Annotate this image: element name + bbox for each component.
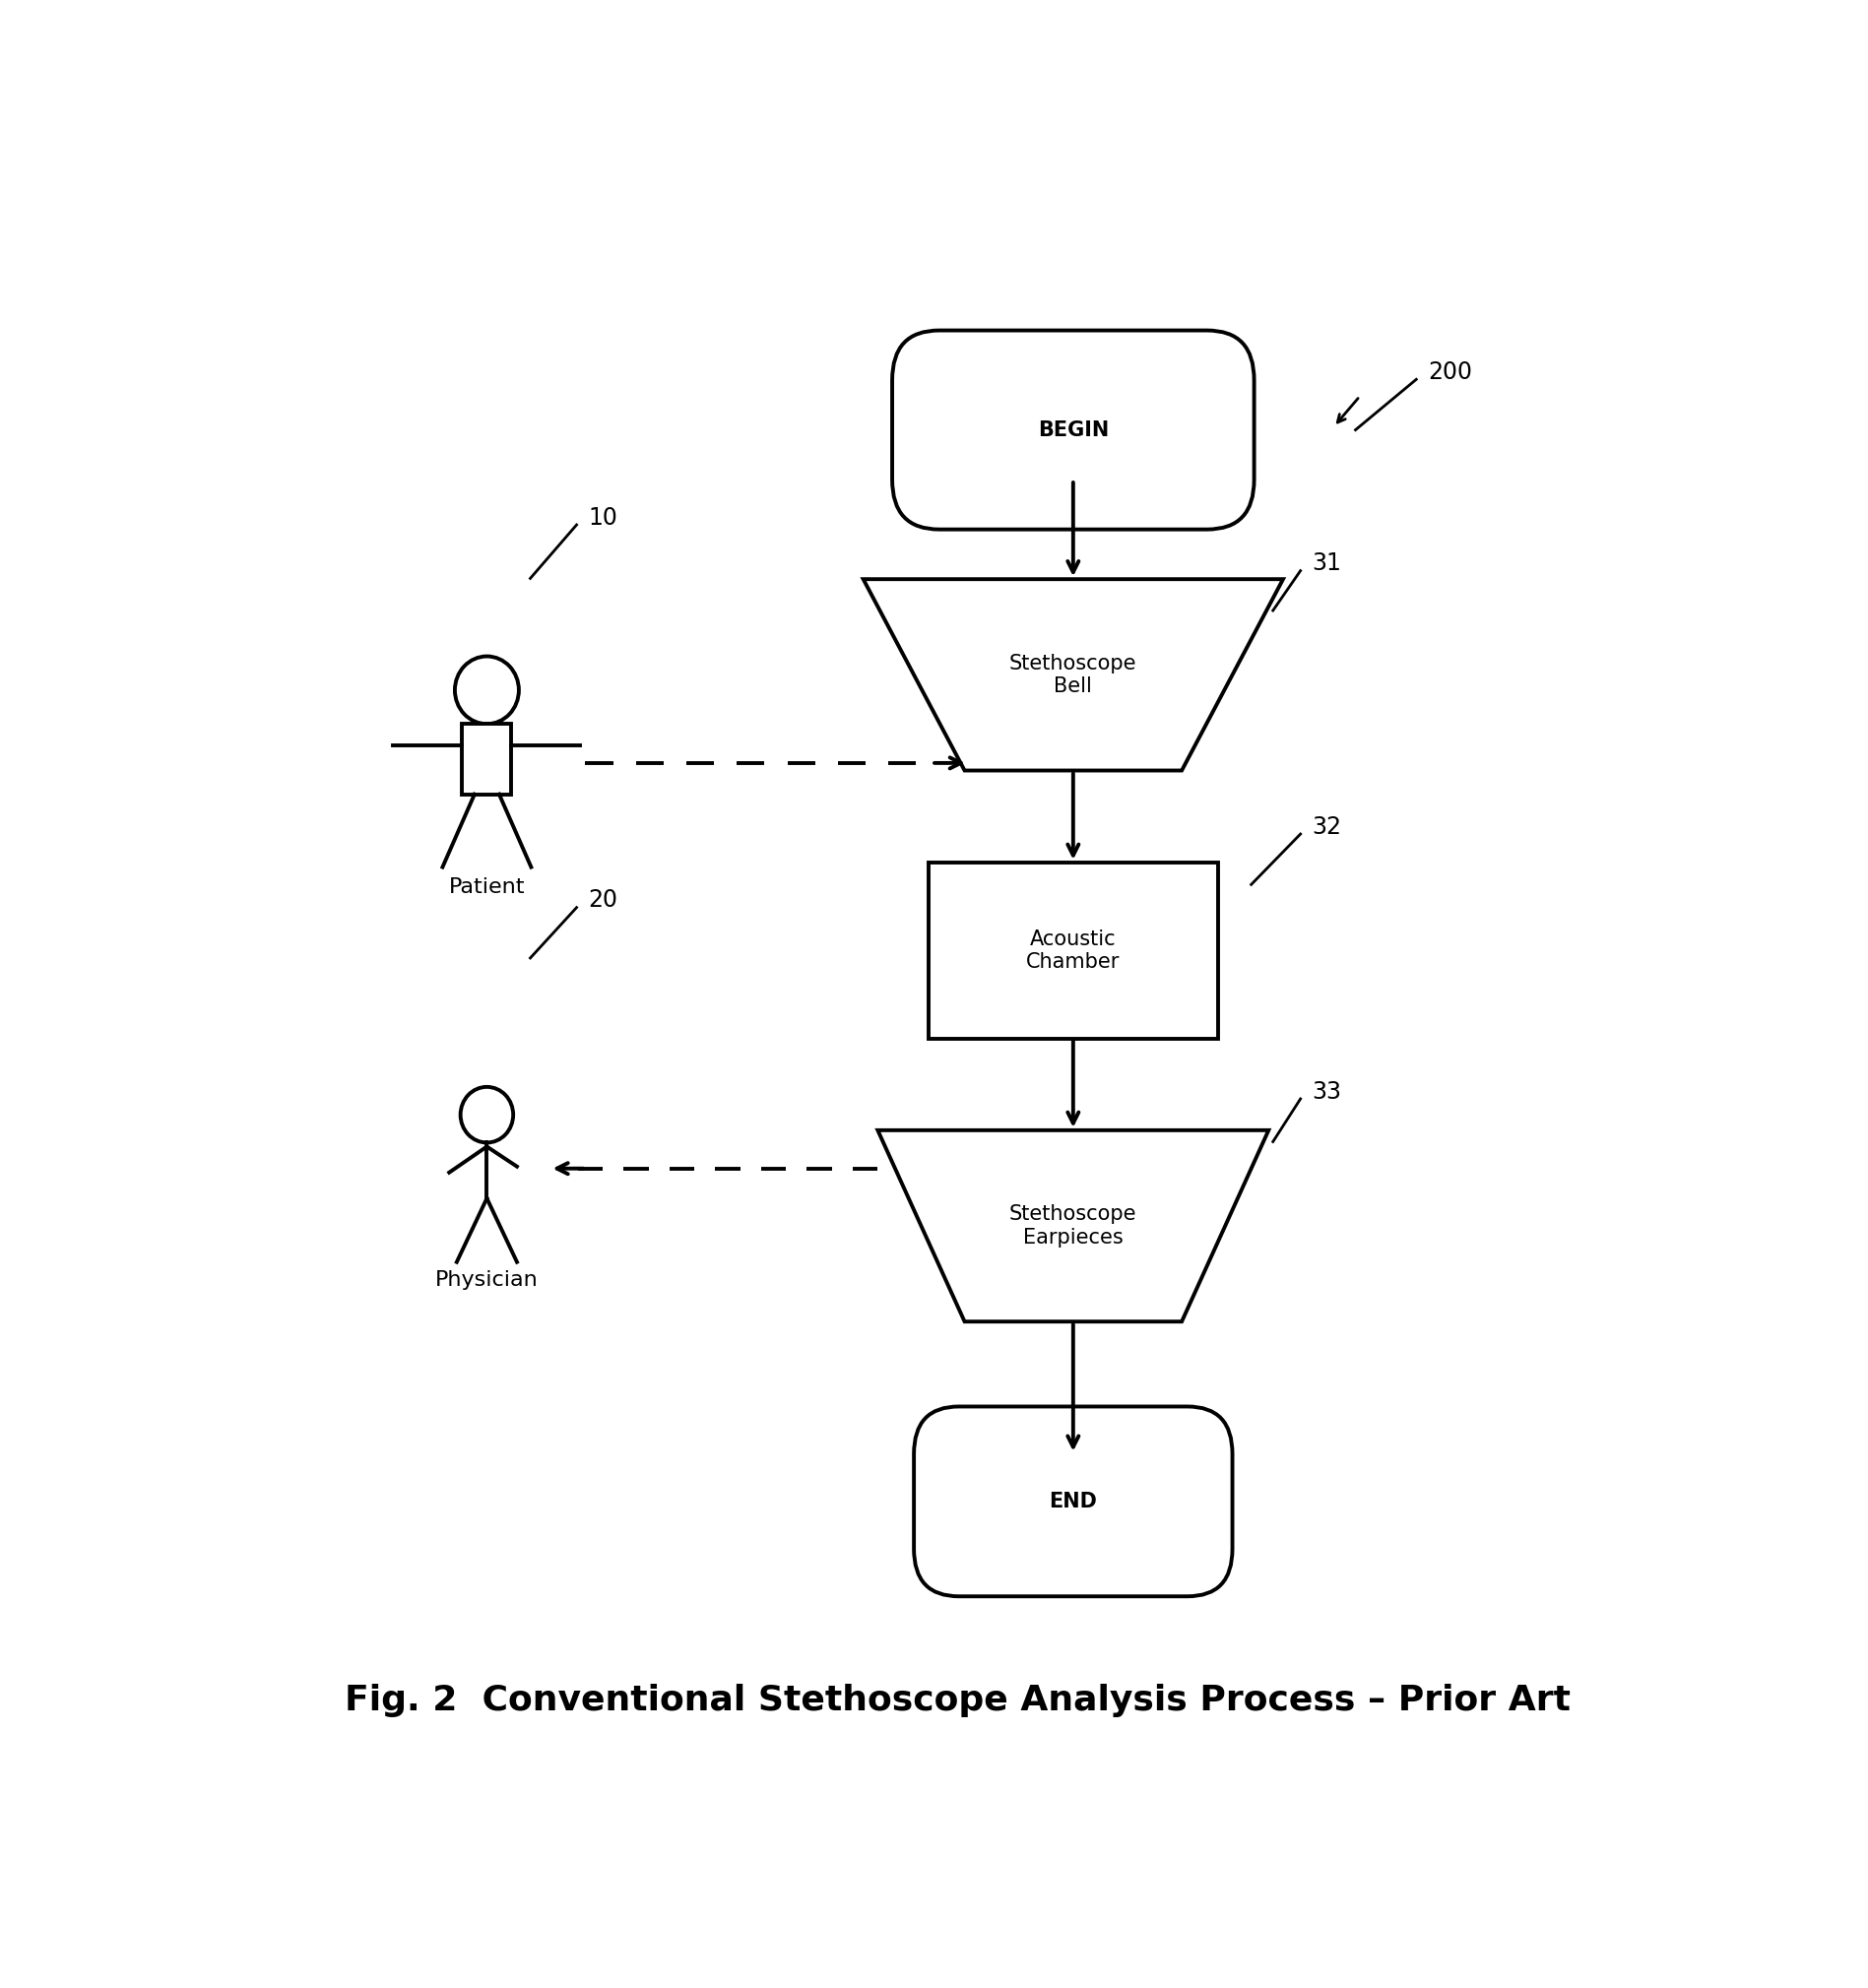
Text: END: END xyxy=(1050,1491,1097,1511)
Text: 32: 32 xyxy=(1311,815,1341,839)
Text: 200: 200 xyxy=(1427,360,1472,384)
Text: 10: 10 xyxy=(588,505,618,529)
Text: BEGIN: BEGIN xyxy=(1037,419,1110,439)
FancyBboxPatch shape xyxy=(913,1408,1233,1596)
Text: 31: 31 xyxy=(1311,553,1341,575)
Text: 33: 33 xyxy=(1311,1079,1341,1103)
Polygon shape xyxy=(878,1131,1268,1322)
Bar xyxy=(928,863,1218,1038)
Polygon shape xyxy=(863,579,1283,771)
Bar xyxy=(461,724,512,795)
Text: Physician: Physician xyxy=(435,1270,538,1290)
FancyBboxPatch shape xyxy=(893,330,1253,529)
Text: 20: 20 xyxy=(588,889,618,912)
Text: Fig. 2  Conventional Stethoscope Analysis Process – Prior Art: Fig. 2 Conventional Stethoscope Analysis… xyxy=(344,1684,1571,1718)
Text: Patient: Patient xyxy=(448,877,525,897)
Text: Stethoscope
Earpieces: Stethoscope Earpieces xyxy=(1009,1205,1138,1246)
Text: Acoustic
Chamber: Acoustic Chamber xyxy=(1026,928,1121,972)
Text: Stethoscope
Bell: Stethoscope Bell xyxy=(1009,654,1138,696)
